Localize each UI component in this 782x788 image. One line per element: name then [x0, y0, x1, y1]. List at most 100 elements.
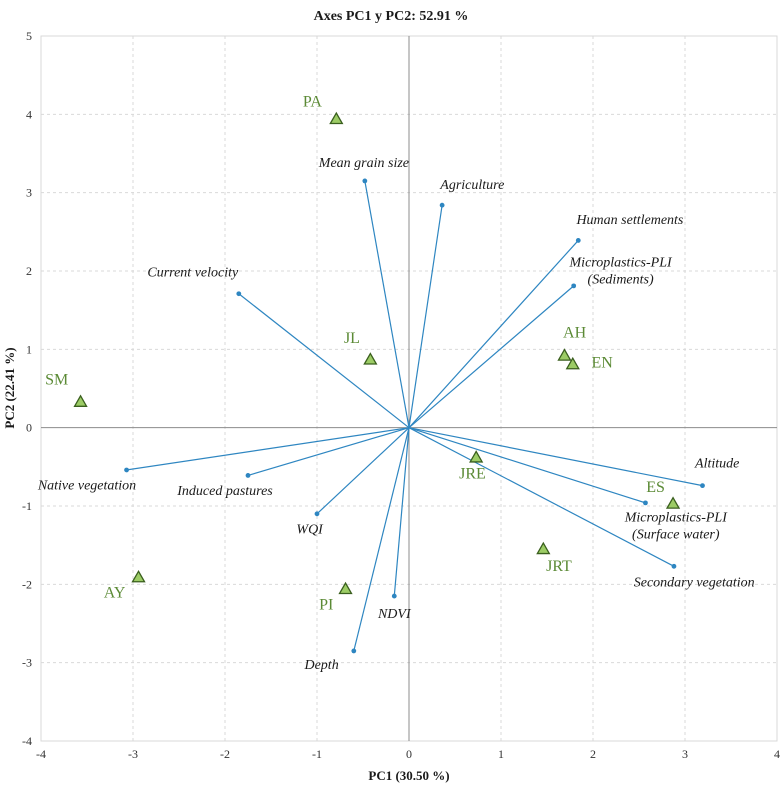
variable-label: Agriculture: [439, 178, 504, 193]
x-tick-label: 4: [774, 747, 780, 761]
vector-line: [126, 427, 410, 471]
vector-endpoint: [124, 467, 129, 473]
variable-vector: Secondary vegetation: [408, 427, 755, 591]
x-axis-label: PC1 (30.50 %): [368, 768, 449, 783]
variable-label: WQI: [296, 522, 324, 537]
variable-label-line: Human settlements: [575, 213, 683, 228]
vector-line: [408, 427, 646, 504]
vector-line: [408, 285, 575, 429]
variable-vector: Depth: [303, 427, 410, 673]
vector-line: [408, 427, 703, 487]
site-points: PA JL SM AH EN JRE ES JRT AY PI: [45, 94, 681, 613]
y-tick-label: -1: [22, 499, 32, 513]
site-point: SM: [45, 372, 88, 407]
vector-line: [393, 427, 410, 597]
variable-label-line: Native vegetation: [37, 479, 136, 494]
vector-endpoint: [362, 178, 368, 184]
vector-endpoint: [236, 291, 242, 297]
site-label: EN: [592, 354, 614, 371]
site-triangle-marker: [363, 352, 378, 365]
variable-vector: Altitude: [408, 427, 739, 489]
y-tick-label: -2: [22, 577, 32, 591]
site-point: PA: [303, 94, 344, 125]
y-tick-label: -4: [22, 734, 32, 748]
variable-label-line: NDVI: [377, 607, 412, 622]
variable-vector: NDVI: [377, 427, 412, 622]
variable-label-line: (Sediments): [588, 272, 654, 287]
y-axis-label: PC2 (22.41 %): [2, 347, 17, 428]
site-triangle-marker: [565, 356, 580, 370]
site-point: JRE: [459, 450, 486, 483]
variable-label: NDVI: [377, 607, 412, 622]
variable-vector: Current velocity: [147, 265, 410, 429]
vector-endpoint: [391, 593, 397, 599]
x-tick-label: -3: [128, 747, 138, 761]
vector-line: [353, 427, 410, 652]
site-point: AY: [104, 569, 146, 602]
variable-label: Altitude: [694, 457, 739, 472]
variable-vectors: Mean grain size Agriculture Human settleme…: [37, 156, 755, 673]
variable-label-line: Agriculture: [439, 178, 504, 193]
variable-label-line: Induced pastures: [176, 484, 273, 499]
site-triangle-marker: [665, 496, 681, 509]
vector-line: [316, 427, 410, 515]
vector-line: [238, 293, 410, 429]
x-tick-label: -2: [220, 747, 230, 761]
variable-vector: Microplastics-PLI (Sediments): [408, 255, 673, 429]
site-point: ES: [646, 479, 681, 509]
y-tick-label: -3: [22, 656, 32, 670]
y-tick-label: 0: [26, 421, 32, 435]
variable-label-line: Microplastics-PLI: [624, 511, 728, 526]
site-label: ES: [646, 479, 665, 496]
site-label: SM: [45, 372, 68, 389]
site-label: PI: [319, 596, 333, 613]
vector-line: [408, 427, 675, 567]
site-label: PA: [303, 94, 322, 111]
variable-label: Human settlements: [575, 213, 683, 228]
axes: [41, 36, 777, 741]
variable-vector: Mean grain size: [318, 156, 410, 428]
x-tick-label: 3: [682, 747, 688, 761]
variable-label-line: WQI: [296, 522, 324, 537]
variable-vector: Agriculture: [408, 178, 504, 428]
vector-endpoint: [245, 473, 251, 478]
vector-endpoint: [314, 511, 320, 517]
vector-line: [364, 180, 410, 428]
x-tick-label: 2: [590, 747, 596, 761]
variable-vector: Induced pastures: [176, 427, 410, 499]
variable-label: Induced pastures: [176, 484, 273, 499]
variable-vector: Microplastics-PLI (Surface water): [408, 427, 728, 543]
variable-label-line: Current velocity: [147, 265, 239, 280]
site-triangle-marker: [469, 450, 484, 463]
y-tick-label: 5: [26, 29, 32, 43]
variable-label: Secondary vegetation: [634, 576, 755, 591]
vector-endpoint: [575, 238, 581, 243]
x-tick-label: 1: [498, 747, 504, 761]
vector-endpoint: [643, 500, 648, 506]
site-triangle-marker: [557, 348, 572, 361]
y-tick-label: 1: [26, 342, 32, 356]
vector-line: [408, 205, 443, 428]
site-triangle-marker: [73, 394, 88, 407]
variable-label: Native vegetation: [37, 479, 136, 494]
vector-line: [247, 427, 410, 477]
variable-vector: Native vegetation: [37, 427, 410, 494]
site-label: JL: [344, 330, 360, 347]
y-tick-label: 4: [26, 107, 32, 121]
vector-endpoint: [571, 283, 577, 289]
site-triangle-marker: [329, 111, 344, 125]
chart-title: Axes PC1 y PC2: 52.91 %: [314, 9, 469, 24]
variable-label-line: Mean grain size: [318, 156, 409, 171]
variable-vector: Human settlements: [408, 213, 684, 429]
x-tick-label: -4: [36, 747, 46, 761]
variable-label-line: Secondary vegetation: [634, 576, 755, 591]
site-label: JRT: [546, 558, 572, 575]
tick-labels: -4 -3 -2 -1 0 1 2 3 4 -4 -3 -2 -1 0 1 2 3 4 5: [22, 29, 780, 761]
site-point: PI: [319, 581, 353, 613]
site-label: AH: [563, 325, 587, 342]
vector-endpoint: [671, 563, 677, 569]
variable-label-line: Altitude: [694, 457, 739, 472]
site-point: JL: [344, 330, 378, 365]
x-tick-label: -1: [312, 747, 322, 761]
